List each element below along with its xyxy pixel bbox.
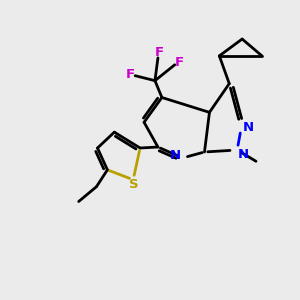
Text: N: N [242,121,253,134]
Text: F: F [175,56,184,69]
Text: F: F [126,68,135,81]
Text: N: N [238,148,249,161]
Text: F: F [154,46,164,59]
Text: S: S [129,178,139,191]
Text: N: N [170,149,181,162]
